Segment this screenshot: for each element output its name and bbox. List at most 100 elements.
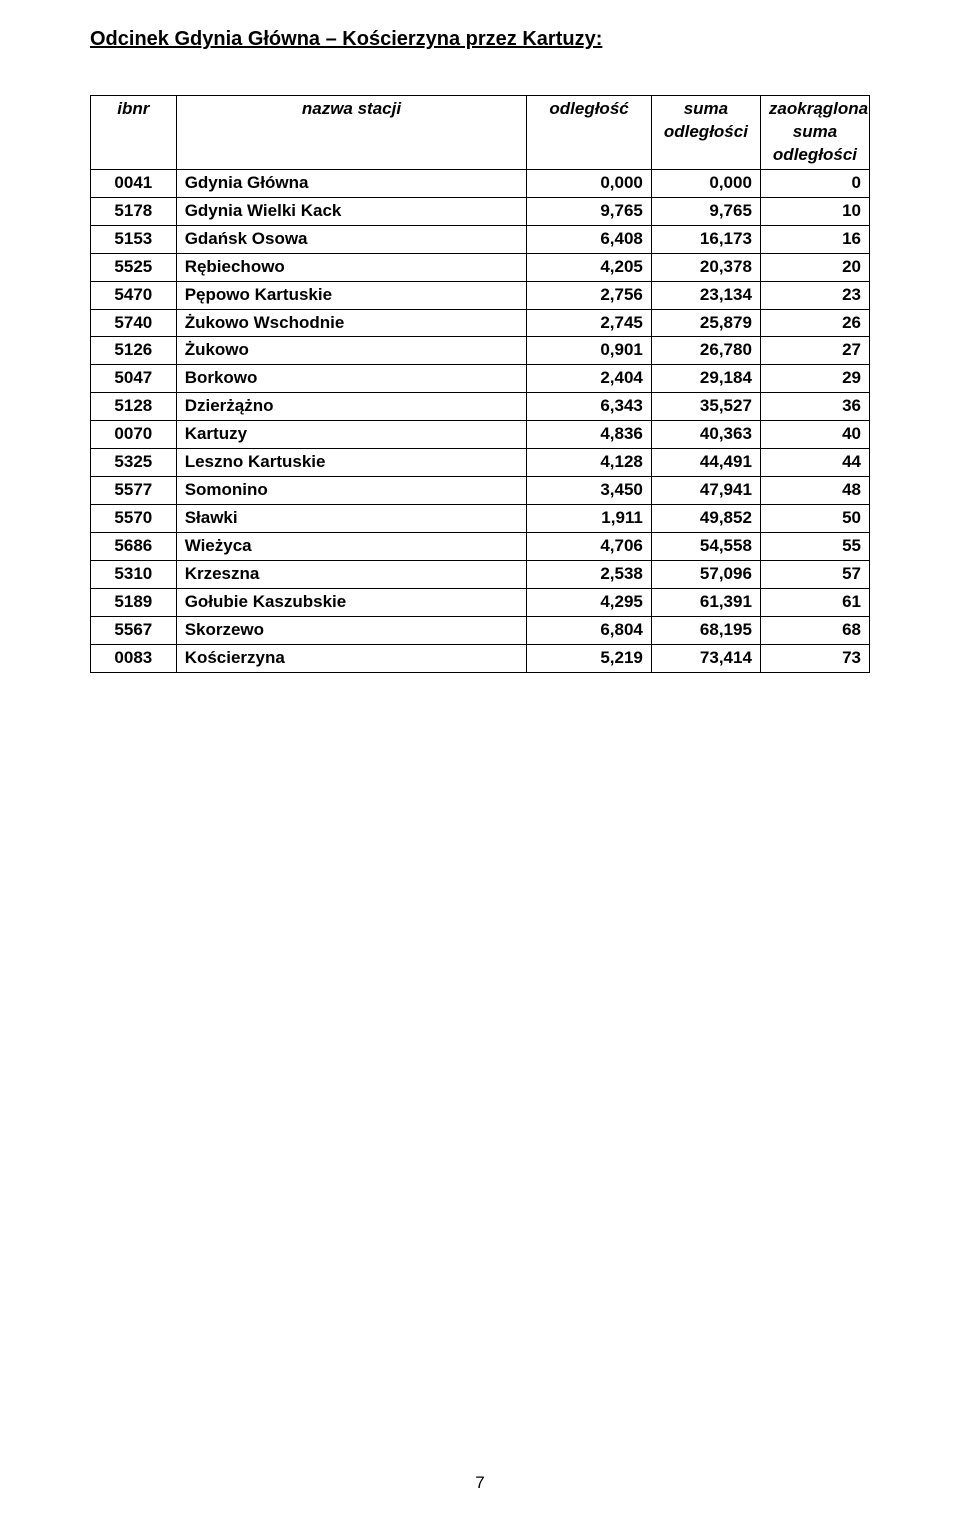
cell-sum: 9,765 bbox=[651, 197, 760, 225]
cell-round: 55 bbox=[760, 533, 869, 561]
cell-dist: 4,836 bbox=[527, 421, 652, 449]
cell-sum: 26,780 bbox=[651, 337, 760, 365]
cell-sum: 73,414 bbox=[651, 644, 760, 672]
table-row: 0083Kościerzyna5,21973,41473 bbox=[91, 644, 870, 672]
cell-dist: 4,205 bbox=[527, 253, 652, 281]
cell-ibnr: 0070 bbox=[91, 421, 177, 449]
cell-ibnr: 5570 bbox=[91, 505, 177, 533]
cell-name: Sławki bbox=[176, 505, 527, 533]
document-page: Odcinek Gdynia Główna – Kościerzyna prze… bbox=[0, 0, 960, 1529]
cell-round: 10 bbox=[760, 197, 869, 225]
cell-sum: 47,941 bbox=[651, 477, 760, 505]
cell-dist: 1,911 bbox=[527, 505, 652, 533]
table-row: 5126Żukowo0,90126,78027 bbox=[91, 337, 870, 365]
cell-round: 26 bbox=[760, 309, 869, 337]
cell-dist: 4,295 bbox=[527, 588, 652, 616]
cell-ibnr: 5325 bbox=[91, 449, 177, 477]
table-row: 0070Kartuzy4,83640,36340 bbox=[91, 421, 870, 449]
col-header-name: nazwa stacji bbox=[176, 96, 527, 170]
cell-name: Żukowo bbox=[176, 337, 527, 365]
col-header-ibnr: ibnr bbox=[91, 96, 177, 170]
cell-sum: 16,173 bbox=[651, 225, 760, 253]
table-row: 5047Borkowo2,40429,18429 bbox=[91, 365, 870, 393]
table-row: 5740Żukowo Wschodnie2,74525,87926 bbox=[91, 309, 870, 337]
cell-ibnr: 5126 bbox=[91, 337, 177, 365]
cell-sum: 68,195 bbox=[651, 616, 760, 644]
cell-round: 16 bbox=[760, 225, 869, 253]
cell-name: Kartuzy bbox=[176, 421, 527, 449]
cell-name: Gołubie Kaszubskie bbox=[176, 588, 527, 616]
cell-ibnr: 5047 bbox=[91, 365, 177, 393]
cell-ibnr: 5153 bbox=[91, 225, 177, 253]
cell-round: 23 bbox=[760, 281, 869, 309]
table-row: 5189Gołubie Kaszubskie4,29561,39161 bbox=[91, 588, 870, 616]
table-row: 5178Gdynia Wielki Kack9,7659,76510 bbox=[91, 197, 870, 225]
cell-round: 0 bbox=[760, 169, 869, 197]
cell-sum: 25,879 bbox=[651, 309, 760, 337]
cell-name: Kościerzyna bbox=[176, 644, 527, 672]
cell-dist: 4,706 bbox=[527, 533, 652, 561]
stations-table: ibnr nazwa stacji odległość suma odległo… bbox=[90, 95, 870, 673]
cell-round: 50 bbox=[760, 505, 869, 533]
col-header-dist: odległość bbox=[527, 96, 652, 170]
page-number: 7 bbox=[0, 1473, 960, 1493]
table-row: 5153Gdańsk Osowa6,40816,17316 bbox=[91, 225, 870, 253]
table-row: 5567Skorzewo6,80468,19568 bbox=[91, 616, 870, 644]
cell-sum: 57,096 bbox=[651, 560, 760, 588]
cell-name: Żukowo Wschodnie bbox=[176, 309, 527, 337]
cell-ibnr: 5189 bbox=[91, 588, 177, 616]
cell-name: Gdańsk Osowa bbox=[176, 225, 527, 253]
cell-dist: 2,404 bbox=[527, 365, 652, 393]
cell-sum: 44,491 bbox=[651, 449, 760, 477]
cell-dist: 2,538 bbox=[527, 560, 652, 588]
table-row: 5525Rębiechowo4,20520,37820 bbox=[91, 253, 870, 281]
cell-sum: 61,391 bbox=[651, 588, 760, 616]
cell-name: Pępowo Kartuskie bbox=[176, 281, 527, 309]
cell-ibnr: 5128 bbox=[91, 393, 177, 421]
cell-name: Somonino bbox=[176, 477, 527, 505]
cell-round: 48 bbox=[760, 477, 869, 505]
cell-round: 57 bbox=[760, 560, 869, 588]
cell-round: 40 bbox=[760, 421, 869, 449]
cell-dist: 6,408 bbox=[527, 225, 652, 253]
cell-sum: 23,134 bbox=[651, 281, 760, 309]
cell-sum: 29,184 bbox=[651, 365, 760, 393]
cell-dist: 9,765 bbox=[527, 197, 652, 225]
cell-ibnr: 5178 bbox=[91, 197, 177, 225]
cell-ibnr: 5525 bbox=[91, 253, 177, 281]
cell-dist: 6,343 bbox=[527, 393, 652, 421]
cell-round: 61 bbox=[760, 588, 869, 616]
cell-round: 29 bbox=[760, 365, 869, 393]
cell-name: Gdynia Wielki Kack bbox=[176, 197, 527, 225]
cell-round: 44 bbox=[760, 449, 869, 477]
cell-ibnr: 5577 bbox=[91, 477, 177, 505]
cell-dist: 4,128 bbox=[527, 449, 652, 477]
cell-ibnr: 5567 bbox=[91, 616, 177, 644]
cell-dist: 3,450 bbox=[527, 477, 652, 505]
cell-dist: 0,901 bbox=[527, 337, 652, 365]
cell-sum: 54,558 bbox=[651, 533, 760, 561]
cell-dist: 6,804 bbox=[527, 616, 652, 644]
cell-dist: 5,219 bbox=[527, 644, 652, 672]
cell-name: Borkowo bbox=[176, 365, 527, 393]
cell-dist: 0,000 bbox=[527, 169, 652, 197]
cell-round: 68 bbox=[760, 616, 869, 644]
cell-sum: 35,527 bbox=[651, 393, 760, 421]
page-title: Odcinek Gdynia Główna – Kościerzyna prze… bbox=[90, 28, 870, 51]
cell-name: Dzierżążno bbox=[176, 393, 527, 421]
table-row: 5310Krzeszna2,53857,09657 bbox=[91, 560, 870, 588]
cell-name: Skorzewo bbox=[176, 616, 527, 644]
table-row: 5686Wieżyca4,70654,55855 bbox=[91, 533, 870, 561]
table-header: ibnr nazwa stacji odległość suma odległo… bbox=[91, 96, 870, 170]
cell-round: 27 bbox=[760, 337, 869, 365]
col-header-round: zaokrąglona suma odległości bbox=[760, 96, 869, 170]
cell-name: Rębiechowo bbox=[176, 253, 527, 281]
cell-round: 36 bbox=[760, 393, 869, 421]
cell-sum: 49,852 bbox=[651, 505, 760, 533]
cell-name: Leszno Kartuskie bbox=[176, 449, 527, 477]
table-row: 5570Sławki1,91149,85250 bbox=[91, 505, 870, 533]
table-body: 0041Gdynia Główna0,0000,00005178Gdynia W… bbox=[91, 169, 870, 672]
cell-dist: 2,745 bbox=[527, 309, 652, 337]
cell-round: 20 bbox=[760, 253, 869, 281]
cell-name: Wieżyca bbox=[176, 533, 527, 561]
